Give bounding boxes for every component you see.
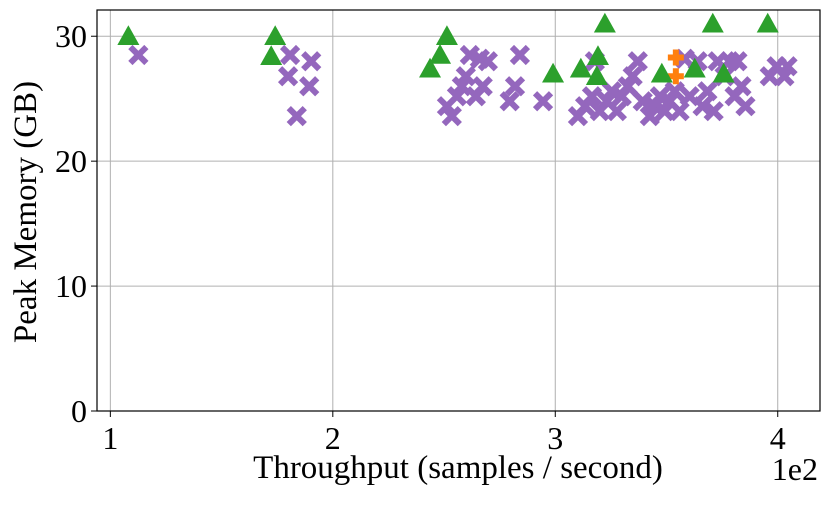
marker-triangle [117, 25, 140, 46]
marker-x [735, 96, 756, 117]
marker-triangle [593, 12, 616, 33]
y-tick-label: 0 [71, 393, 87, 429]
marker-x [669, 101, 690, 122]
marker-x [627, 51, 648, 72]
marker-x [777, 56, 798, 77]
x-tick-label: 2 [325, 420, 341, 456]
marker-x [301, 51, 322, 72]
marker-triangle [650, 62, 673, 83]
marker-plus [667, 49, 684, 66]
marker-x [499, 91, 520, 112]
marker-triangle [569, 57, 592, 78]
marker-triangle [586, 45, 609, 66]
marker-x [277, 66, 299, 87]
marker-x [644, 96, 665, 117]
y-tick-label: 20 [55, 143, 87, 179]
marker-triangle [260, 45, 283, 66]
marker-x [697, 81, 718, 102]
marker-triangle [585, 65, 608, 86]
x-offset-label: 1e2 [772, 451, 818, 487]
marker-x [692, 96, 713, 117]
y-tick-label: 30 [55, 18, 87, 54]
marker-x [477, 51, 498, 72]
y-axis-label: Peak Memory (GB) [8, 81, 44, 343]
x-tick-label: 3 [547, 420, 563, 456]
marker-x [504, 76, 526, 97]
marker-x [632, 91, 653, 112]
x-tick-label: 4 [770, 420, 786, 456]
plot-frame [96, 9, 821, 412]
marker-x [532, 91, 554, 112]
marker-x [472, 76, 493, 97]
x-tick-label: 1 [102, 420, 118, 456]
marker-x [441, 106, 462, 127]
marker-x [279, 44, 301, 66]
marker-triangle [701, 12, 724, 33]
marker-triangle [683, 57, 706, 78]
marker-triangle [542, 62, 565, 83]
y-tick-label: 10 [55, 268, 87, 304]
marker-x [455, 66, 476, 87]
marker-triangle [435, 25, 458, 46]
marker-triangle [264, 25, 287, 46]
marker-x [601, 81, 622, 102]
marker-x [731, 76, 752, 97]
marker-x [622, 66, 643, 87]
marker-triangle [712, 62, 735, 83]
marker-triangle [756, 12, 779, 33]
marker-plus [667, 68, 684, 85]
x-axis-label: Throughput (samples / second) [253, 450, 663, 486]
marker-x [606, 101, 628, 122]
marker-x [509, 44, 531, 66]
marker-triangle [429, 43, 452, 64]
marker-x [299, 76, 320, 97]
marker-x [286, 106, 307, 127]
marker-x [128, 44, 149, 66]
marker-x [727, 51, 748, 72]
marker-x [581, 86, 603, 107]
marker-triangle [419, 57, 442, 78]
marker-x [703, 101, 724, 122]
marker-x [664, 81, 685, 102]
